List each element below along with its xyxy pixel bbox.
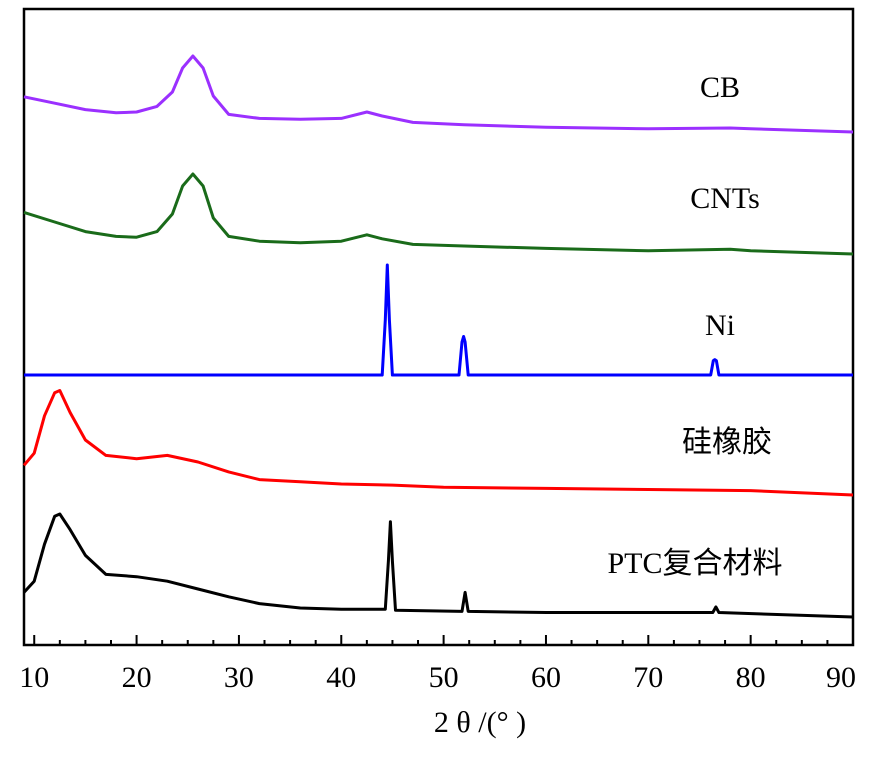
series-label-4: PTC复合材料 bbox=[607, 547, 782, 580]
series-label-1: CNTs bbox=[690, 182, 760, 215]
series-label-2: Ni bbox=[705, 309, 735, 342]
series-line-1 bbox=[23, 172, 854, 256]
series-line-0 bbox=[23, 54, 854, 134]
x-ticks: 10 20 30 40 50 60 70 80 90 bbox=[19, 635, 856, 694]
x-tick-label: 90 bbox=[826, 661, 856, 694]
x-tick-label: 50 bbox=[429, 661, 459, 694]
series-line-4 bbox=[22, 512, 854, 619]
x-tick-label: 30 bbox=[224, 661, 254, 694]
series-label-0: CB bbox=[700, 71, 740, 104]
x-axis-label: 2 θ /(° ) bbox=[434, 706, 526, 739]
series-label-3: 硅橡胶 bbox=[682, 426, 772, 459]
x-tick-label: 20 bbox=[122, 661, 152, 694]
x-tick-label: 10 bbox=[19, 661, 49, 694]
x-tick-label: 80 bbox=[736, 661, 766, 694]
x-tick-label: 60 bbox=[531, 661, 561, 694]
series-group bbox=[22, 54, 854, 619]
x-tick-label: 70 bbox=[633, 661, 663, 694]
series-labels: CB CNTs Ni 硅橡胶 PTC复合材料 bbox=[607, 71, 782, 580]
plot-frame bbox=[22, 7, 855, 647]
x-tick-label: 40 bbox=[326, 661, 356, 694]
series-line-3 bbox=[22, 389, 854, 497]
series-line-2 bbox=[24, 263, 853, 377]
